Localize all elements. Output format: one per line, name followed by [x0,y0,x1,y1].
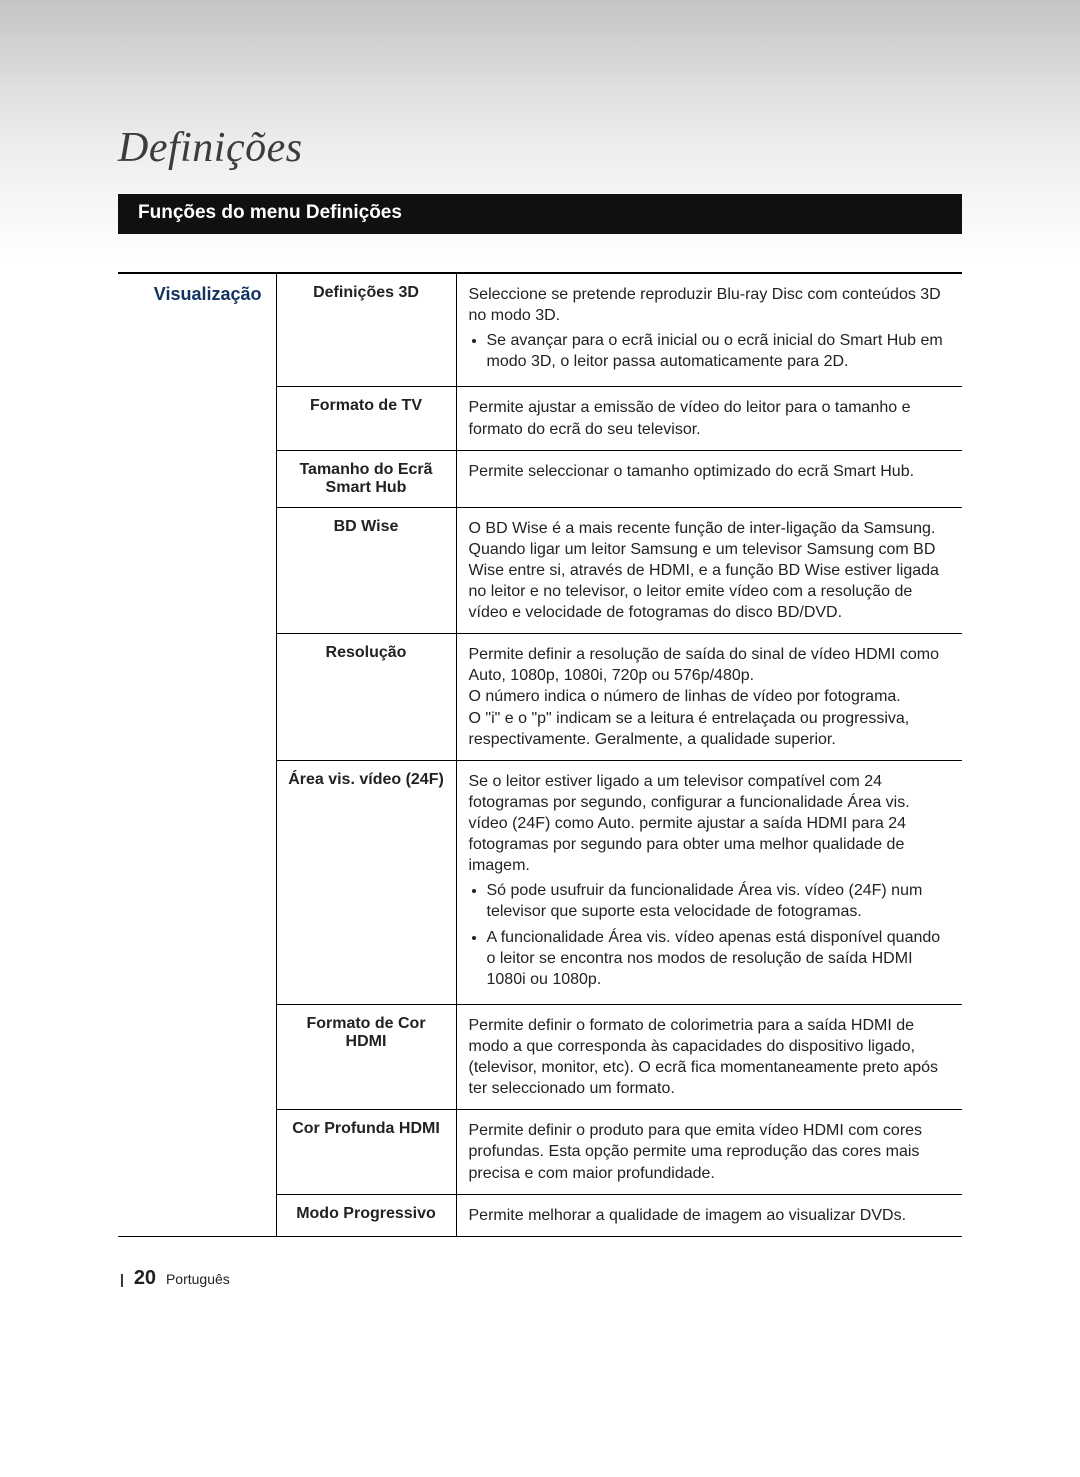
footer-divider: | [120,1271,124,1287]
setting-desc-text: Permite ajustar a emissão de vídeo do le… [469,397,947,439]
setting-desc-text: Seleccione se pretende reproduzir Blu-ra… [469,284,947,326]
setting-desc-cell: Permite seleccionar o tamanho optimizado… [456,450,962,507]
page-title: Definições [118,124,962,172]
setting-desc-bullet: A funcionalidade Área vis. vídeo apenas … [487,927,947,990]
setting-name-cell: BD Wise [276,507,456,634]
setting-desc-text: Permite definir o formato de colorimetri… [469,1015,947,1099]
table-row: VisualizaçãoDefinições 3DSeleccione se p… [118,273,962,387]
setting-desc-text: Permite definir o produto para que emita… [469,1120,947,1183]
footer-language: Português [166,1271,230,1287]
page: Definições Funções do menu Definições Vi… [0,0,1080,1477]
setting-desc-text: Se o leitor estiver ligado a um televiso… [469,771,947,877]
setting-desc-cell: Permite definir o produto para que emita… [456,1110,962,1194]
setting-name-cell: Área vis. vídeo (24F) [276,760,456,1004]
setting-name-cell: Modo Progressivo [276,1194,456,1236]
setting-name-cell: Cor Profunda HDMI [276,1110,456,1194]
setting-desc-bullet: Só pode usufruir da funcionalidade Área … [487,880,947,922]
setting-name-cell: Resolução [276,634,456,761]
setting-name-cell: Formato de TV [276,387,456,450]
setting-desc-bullets: Só pode usufruir da funcionalidade Área … [469,880,947,990]
content: Definições Funções do menu Definições Vi… [0,0,1080,1237]
setting-desc-text: O BD Wise é a mais recente função de int… [469,518,947,624]
setting-desc-cell: Permite definir o formato de colorimetri… [456,1004,962,1109]
setting-desc-text: Permite seleccionar o tamanho optimizado… [469,461,947,482]
category-cell: Visualização [118,273,276,1236]
page-number: 20 [134,1267,156,1289]
page-footer: | 20 Português [0,1237,1080,1290]
setting-desc-text: Permite melhorar a qualidade de imagem a… [469,1205,947,1226]
setting-desc-cell: Se o leitor estiver ligado a um televiso… [456,760,962,1004]
setting-name-cell: Formato de Cor HDMI [276,1004,456,1109]
setting-name-cell: Definições 3D [276,273,456,387]
setting-desc-text: Permite definir a resolução de saída do … [469,644,947,750]
setting-desc-bullets: Se avançar para o ecrã inicial ou o ecrã… [469,330,947,372]
setting-desc-bullet: Se avançar para o ecrã inicial ou o ecrã… [487,330,947,372]
setting-desc-cell: Seleccione se pretende reproduzir Blu-ra… [456,273,962,387]
setting-name-cell: Tamanho do Ecrã Smart Hub [276,450,456,507]
setting-desc-cell: Permite melhorar a qualidade de imagem a… [456,1194,962,1236]
setting-desc-cell: Permite ajustar a emissão de vídeo do le… [456,387,962,450]
setting-desc-cell: Permite definir a resolução de saída do … [456,634,962,761]
settings-table: VisualizaçãoDefinições 3D Seleccione se p… [118,272,962,1237]
section-bar: Funções do menu Definições [118,194,962,234]
setting-desc-cell: O BD Wise é a mais recente função de int… [456,507,962,634]
